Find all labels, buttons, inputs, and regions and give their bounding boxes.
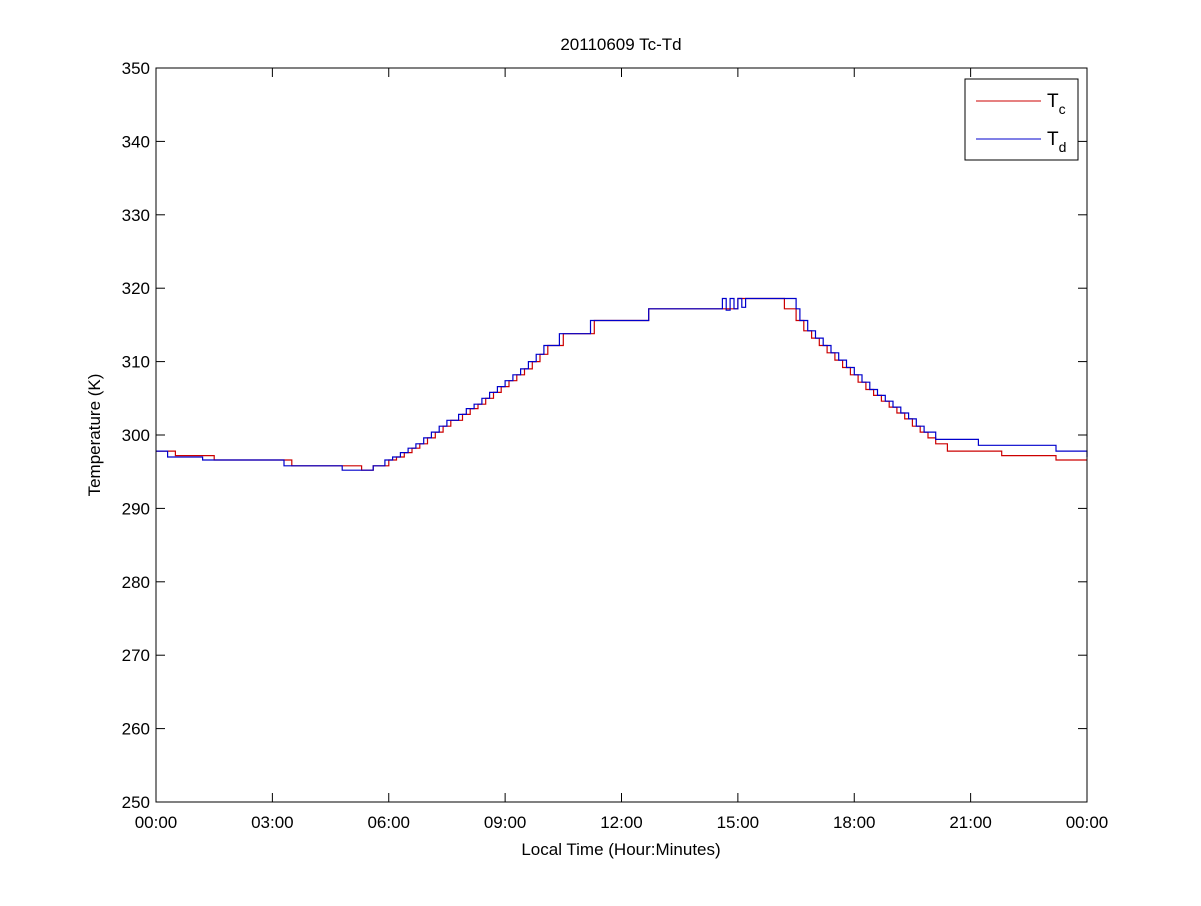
y-tick-label-6: 310: [122, 353, 150, 372]
series-layer: [156, 297, 1088, 471]
y-axis-label: Temperature (K): [85, 374, 104, 497]
x-tick-label-4: 12:00: [600, 813, 643, 832]
y-tick-label-8: 330: [122, 206, 150, 225]
legend-box: [964, 78, 1079, 161]
x-tick-label-0: 00:00: [135, 813, 178, 832]
tick-layer: 00:00 03:00 06:00 09:00 12:00 15:00 18:00 21:00…: [122, 59, 1109, 832]
legend-label-td: Td: [1047, 129, 1066, 155]
y-tick-label-10: 350: [122, 59, 150, 78]
x-tick-label-7: 21:00: [949, 813, 992, 832]
y-tick-label-4: 290: [122, 499, 150, 518]
plot-frame: [155, 67, 1088, 803]
legend-label-tc-main: T: [1047, 91, 1059, 112]
legend-label-td-sub: d: [1059, 139, 1067, 155]
x-tick-label-1: 03:00: [251, 813, 294, 832]
y-tick-label-3: 280: [122, 573, 150, 592]
series-line-td: [156, 297, 1088, 471]
y-tick-label-9: 340: [122, 132, 150, 151]
plot-area: [156, 68, 1087, 802]
x-tick-label-2: 06:00: [367, 813, 410, 832]
x-tick-label-5: 15:00: [717, 813, 760, 832]
x-tick-label-3: 09:00: [484, 813, 527, 832]
chart-title: 20110609 Tc-Td: [560, 35, 681, 54]
y-tick-label-1: 260: [122, 720, 150, 739]
y-tick-label-7: 320: [122, 279, 150, 298]
legend: Tc Td: [964, 78, 1079, 161]
series-line-tc: [156, 297, 1087, 471]
y-tick-label-2: 270: [122, 646, 150, 665]
legend-label-tc: Tc: [1047, 91, 1066, 117]
y-tick-label-0: 250: [122, 793, 150, 812]
x-axis-label: Local Time (Hour:Minutes): [521, 840, 720, 859]
legend-label-td-main: T: [1047, 129, 1059, 150]
legend-label-tc-sub: c: [1059, 101, 1066, 117]
x-tick-label-8: 00:00: [1066, 813, 1109, 832]
x-tick-label-6: 18:00: [833, 813, 876, 832]
y-tick-label-5: 300: [122, 426, 150, 445]
